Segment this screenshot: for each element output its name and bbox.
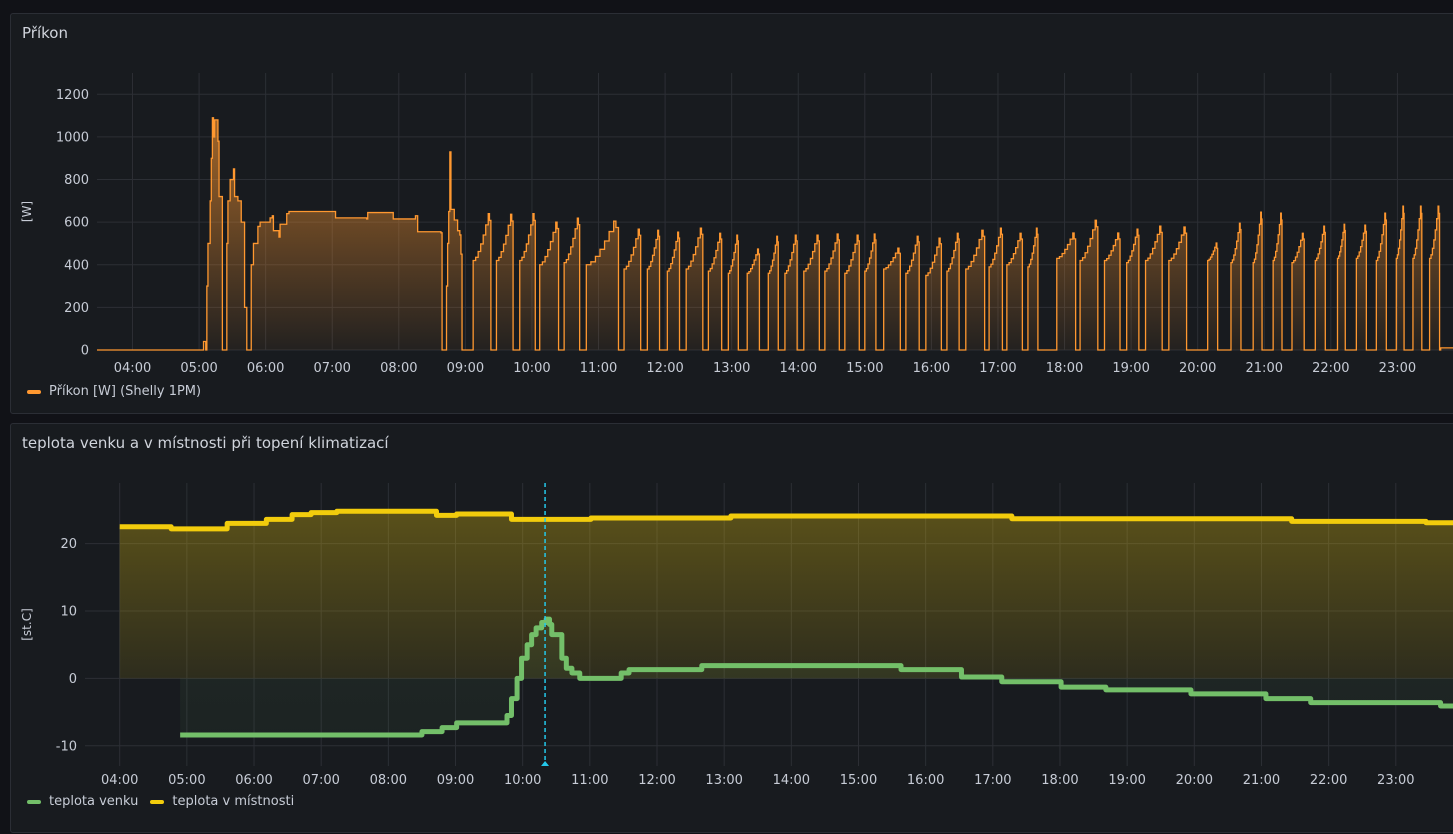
x-tick-label: 18:00 <box>1046 361 1083 376</box>
y-tick-label: 10 <box>60 605 77 620</box>
x-tick-label: 10:00 <box>504 773 541 788</box>
x-tick-label: 08:00 <box>370 773 407 788</box>
x-tick-label: 05:00 <box>168 773 205 788</box>
x-tick-label: 22:00 <box>1312 361 1349 376</box>
x-tick-label: 08:00 <box>380 361 417 376</box>
y-axis-label: [st.C] <box>20 608 34 641</box>
x-tick-label: 13:00 <box>713 361 750 376</box>
y-tick-label: 0 <box>81 344 89 359</box>
x-tick-label: 17:00 <box>974 773 1011 788</box>
y-tick-label: 600 <box>64 216 89 231</box>
x-tick-label: 12:00 <box>638 773 675 788</box>
legend-label: teplota venku <box>49 794 139 809</box>
x-tick-label: 09:00 <box>437 773 474 788</box>
x-tick-label: 15:00 <box>840 773 877 788</box>
legend-item-room[interactable]: teplota v místnosti <box>150 794 294 809</box>
x-tick-label: 06:00 <box>247 361 284 376</box>
legend-item-power[interactable]: Příkon [W] (Shelly 1PM) <box>27 384 201 399</box>
x-tick-label: 07:00 <box>302 773 339 788</box>
x-tick-label: 07:00 <box>313 361 350 376</box>
temperature-panel: teplota venku a v místnosti při topení k… <box>10 423 1453 833</box>
x-tick-label: 16:00 <box>913 361 950 376</box>
y-axis-label: [W] <box>20 201 34 222</box>
temperature-chart[interactable]: -10 0 10 20 04:00 05:00 06:00 07:00 08:00 09:00 10… <box>11 424 1453 834</box>
x-tick-label: 13:00 <box>705 773 742 788</box>
legend-swatch <box>27 389 41 394</box>
outdoor-series-line <box>180 616 1453 738</box>
power-chart[interactable]: 0 200 400 600 800 1000 1200 04:00 05:00 06:00 07:0… <box>11 14 1453 415</box>
power-panel: Příkon 0 200 400 600 800 1000 1200 04:00 05:00 06… <box>10 13 1453 414</box>
legend: teplota venku teplota v místnosti <box>27 794 294 809</box>
x-tick-label: 04:00 <box>101 773 138 788</box>
x-tick-label: 21:00 <box>1246 361 1283 376</box>
x-tick-label: 19:00 <box>1108 773 1145 788</box>
legend-swatch <box>27 799 41 804</box>
x-tick-label: 05:00 <box>180 361 217 376</box>
legend: Příkon [W] (Shelly 1PM) <box>27 384 201 399</box>
y-tick-label: 1000 <box>56 130 89 145</box>
x-tick-label: 19:00 <box>1112 361 1149 376</box>
x-tick-label: 20:00 <box>1176 773 1213 788</box>
outdoor-area-fill <box>180 619 1453 736</box>
panel-title[interactable]: teplota venku a v místnosti při topení k… <box>22 434 389 452</box>
x-tick-label: 14:00 <box>780 361 817 376</box>
legend-label: Příkon [W] (Shelly 1PM) <box>49 384 202 399</box>
power-series-line <box>97 117 1453 351</box>
x-tick-label: 12:00 <box>646 361 683 376</box>
x-tick-label: 11:00 <box>571 773 608 788</box>
y-tick-label: 200 <box>64 301 89 316</box>
x-tick-label: 17:00 <box>979 361 1016 376</box>
room-area-fill <box>119 511 1453 679</box>
x-tick-label: 09:00 <box>447 361 484 376</box>
room-series-line <box>119 508 1453 532</box>
y-tick-label: -10 <box>56 739 77 754</box>
y-tick-label: 1200 <box>56 88 89 103</box>
x-tick-label: 20:00 <box>1179 361 1216 376</box>
panel-title[interactable]: Příkon <box>22 24 68 42</box>
x-tick-label: 06:00 <box>235 773 272 788</box>
cursor-marker-icon <box>541 761 550 766</box>
x-tick-label: 23:00 <box>1379 361 1416 376</box>
y-tick-label: 20 <box>60 537 77 552</box>
y-tick-label: 800 <box>64 173 89 188</box>
x-tick-label: 10:00 <box>513 361 550 376</box>
legend-swatch <box>150 799 165 804</box>
x-tick-label: 18:00 <box>1041 773 1078 788</box>
y-tick-label: 0 <box>69 672 77 687</box>
x-tick-label: 23:00 <box>1377 773 1414 788</box>
x-tick-label: 04:00 <box>114 361 151 376</box>
x-tick-label: 14:00 <box>773 773 810 788</box>
legend-label: teplota v místnosti <box>172 794 295 809</box>
y-tick-label: 400 <box>64 258 89 273</box>
x-tick-label: 16:00 <box>907 773 944 788</box>
x-tick-label: 15:00 <box>846 361 883 376</box>
x-tick-label: 11:00 <box>580 361 617 376</box>
x-tick-label: 22:00 <box>1310 773 1347 788</box>
power-area-fill <box>97 117 1453 350</box>
x-tick-label: 21:00 <box>1243 773 1280 788</box>
legend-item-outdoor[interactable]: teplota venku <box>27 794 138 809</box>
